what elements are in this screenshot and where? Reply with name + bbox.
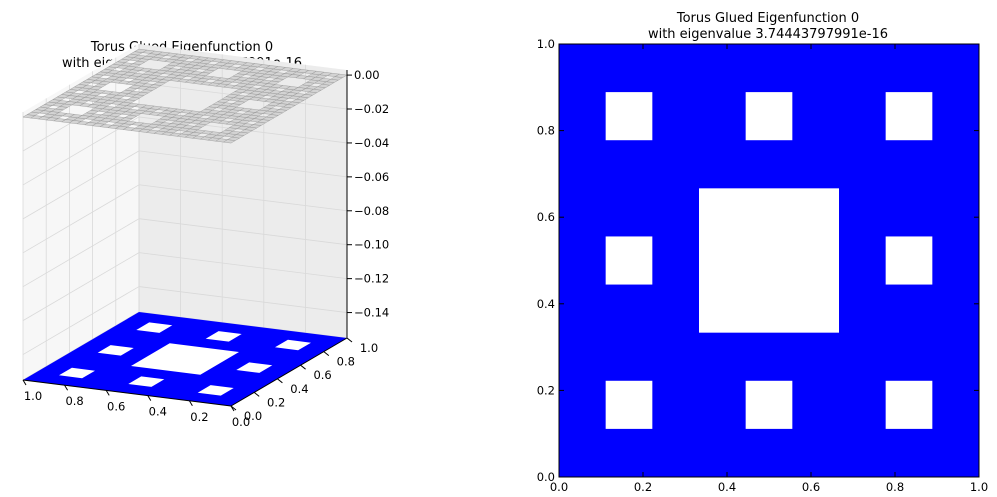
y-tick-label: 0.6 <box>313 368 331 382</box>
z-tick-label: −0.04 <box>354 136 389 150</box>
carpet-hole <box>745 380 793 429</box>
y-tick-label: 1.0 <box>537 37 555 51</box>
projection-hole <box>275 339 311 351</box>
y-tick-label: 0.2 <box>267 395 285 409</box>
x-tick-mark <box>105 390 110 396</box>
projection-hole <box>131 343 239 375</box>
y-tick-label: 0.8 <box>537 124 555 138</box>
y-tick-label: 0.0 <box>244 409 262 423</box>
y-tick-label: 0.6 <box>537 210 555 224</box>
projection-hole <box>236 362 273 373</box>
grid-line <box>138 218 348 246</box>
x-tick-label: 0.2 <box>634 480 652 494</box>
x-tick-mark <box>22 379 27 386</box>
grid-line <box>22 286 140 355</box>
y-axis-line <box>230 337 348 407</box>
x-tick-label: 0.6 <box>107 399 125 413</box>
z-tick-label: 0.00 <box>354 68 380 82</box>
y-tick-mark <box>323 351 330 356</box>
x-tick-mark <box>147 395 152 401</box>
plot-frame <box>558 43 980 478</box>
grid-line <box>22 252 140 321</box>
grid-line <box>138 252 348 280</box>
x-tick-label: 0.8 <box>886 480 904 494</box>
carpet-hole <box>885 92 933 141</box>
z-tick-label: −0.08 <box>354 204 389 218</box>
heatmap-plot-area <box>559 44 979 477</box>
grid-line <box>22 184 140 254</box>
heatmap-axes: 0.0 0.2 0.4 0.6 0.8 1.0 0.0 0.2 0.4 0.6 0.8 1.0 <box>537 37 988 494</box>
carpet-hole <box>745 92 793 141</box>
carpet-projection <box>23 312 347 406</box>
z-tick-label: −0.10 <box>354 238 389 252</box>
carpet-hole <box>605 92 653 141</box>
grid-line <box>138 286 348 313</box>
heatmap-2d-panel: Torus Glued Eigenfunction 0 with eigenva… <box>537 11 988 494</box>
x-tick-label: 0.0 <box>232 415 250 429</box>
z-tick-label: −0.14 <box>354 306 389 320</box>
x-tick-mark <box>64 384 69 391</box>
x-tick-label: 0.4 <box>149 405 167 419</box>
grid-line <box>138 116 348 144</box>
carpet-hole <box>885 236 933 285</box>
grid-line <box>138 184 348 212</box>
carpet-hole <box>605 236 653 285</box>
x-tick-label: 1.0 <box>970 480 988 494</box>
y-tick-mark <box>346 337 353 343</box>
x-tick-label: 0.4 <box>718 480 736 494</box>
z-tick-label: −0.12 <box>354 272 389 286</box>
y-tick-label: 0.2 <box>537 383 555 397</box>
x-tick-label: 1.0 <box>24 389 42 403</box>
x-tick-label: 0.8 <box>65 394 83 408</box>
carpet-surface <box>22 48 348 144</box>
x-tick-label: 0.0 <box>550 480 568 494</box>
projection-hole <box>59 367 95 379</box>
y-tick-label: 0.4 <box>537 297 555 311</box>
z-tick-label: −0.02 <box>354 102 389 116</box>
projection-hole <box>97 345 134 356</box>
y-tick-mark <box>300 364 306 370</box>
y-tick-label: 0.4 <box>290 382 308 396</box>
z-tick-label: −0.06 <box>354 170 389 184</box>
projection-hole <box>197 385 234 396</box>
chart-2d-title-line1: Torus Glued Eigenfunction 0 <box>676 11 859 26</box>
surface-3d-panel: Torus Glued Eigenfunction 0 with eigenva… <box>22 40 389 429</box>
x-tick-label: 0.2 <box>190 410 208 424</box>
y-tick-mark <box>253 392 260 397</box>
y-tick-label: 0.8 <box>337 355 355 369</box>
projection-hole <box>128 376 165 387</box>
carpet-hole <box>699 188 839 333</box>
y-tick-label: 1.0 <box>360 341 378 355</box>
surface-cell <box>134 48 148 53</box>
carpet-hole <box>605 380 653 429</box>
grid-line <box>138 150 348 178</box>
x-tick-mark <box>188 400 193 407</box>
chart-2d-title-line2: with eigenvalue 3.74443797991e-16 <box>648 27 888 42</box>
grid-line <box>22 150 140 220</box>
y-tick-label: 0.0 <box>537 470 555 484</box>
x-axis-line <box>22 379 232 407</box>
projection-hole <box>205 331 242 342</box>
carpet-hole <box>885 380 933 429</box>
y-tick-mark <box>230 405 237 411</box>
x-tick-label: 0.6 <box>802 480 820 494</box>
projection-hole <box>136 322 173 333</box>
grid-line <box>22 218 140 288</box>
y-tick-mark <box>277 378 283 384</box>
axes-3d-ticks: 0.0 0.2 0.4 0.6 0.8 1.0 0.0 0.2 0.4 0.6 0.8 1.0 0.00… <box>22 68 389 429</box>
